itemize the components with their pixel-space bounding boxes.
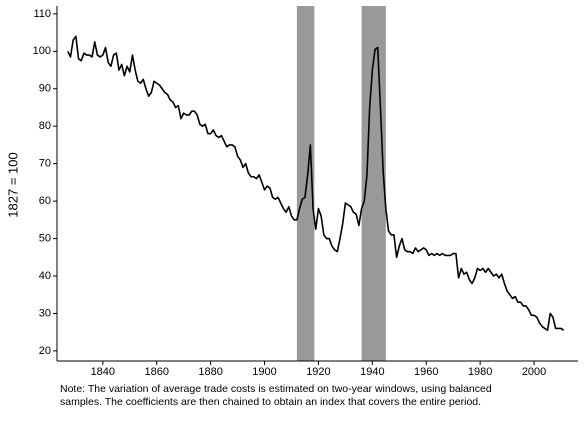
y-tick-label: 20 — [39, 345, 51, 357]
x-tick-label: 1840 — [91, 366, 115, 378]
y-tick-label: 60 — [39, 195, 51, 207]
x-tick-label: 1920 — [306, 366, 330, 378]
y-axis-label: 1827 = 100 — [5, 152, 20, 217]
note-line: Note: The variation of average trade cos… — [60, 383, 492, 395]
x-tick-label: 1880 — [198, 366, 222, 378]
x-tick-label: 1940 — [360, 366, 384, 378]
note: Note: The variation of average trade cos… — [60, 383, 580, 409]
y-tick-label: 40 — [39, 270, 51, 282]
y-tick-label: 110 — [33, 8, 51, 20]
y-tick-label: 70 — [39, 158, 51, 170]
x-tick-label: 1980 — [468, 366, 492, 378]
y-tick-label: 80 — [39, 120, 51, 132]
chart: 1827 = 100 20 30 40 50 60 70 80 90 100 110 1840 186… — [5, 6, 578, 378]
y-tick-label: 100 — [33, 45, 51, 57]
note-line: samples. The coefficients are then chain… — [60, 396, 482, 408]
y-tick-label: 90 — [39, 83, 51, 95]
series-line — [67, 35, 565, 332]
x-tick-label: 1960 — [414, 366, 438, 378]
shaded-period — [296, 6, 315, 361]
x-tick-label: 1900 — [252, 366, 276, 378]
y-tick-label: 30 — [39, 307, 51, 319]
x-tick-label: 2000 — [522, 366, 546, 378]
x-tick-label: 1860 — [144, 366, 168, 378]
y-tick-label: 50 — [39, 232, 51, 244]
